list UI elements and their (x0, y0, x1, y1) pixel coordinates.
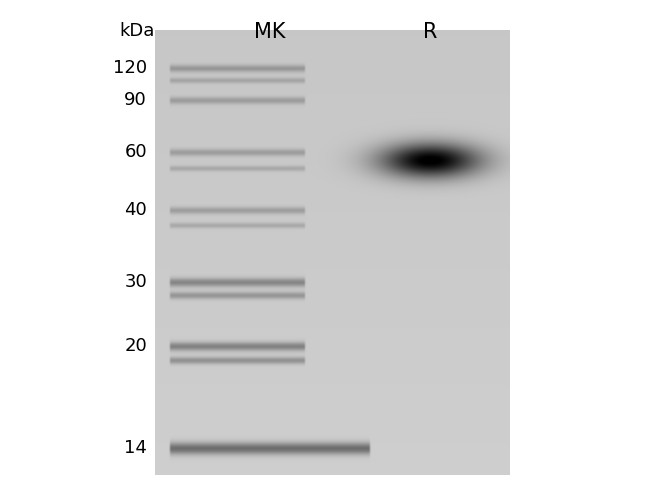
Text: kDa: kDa (120, 22, 155, 40)
Text: 90: 90 (124, 91, 147, 109)
Text: 20: 20 (124, 337, 147, 355)
Text: MK: MK (254, 22, 285, 42)
Text: 30: 30 (124, 273, 147, 291)
Text: 120: 120 (113, 59, 147, 77)
Text: 40: 40 (124, 201, 147, 219)
Text: R: R (423, 22, 438, 42)
Text: 60: 60 (125, 143, 147, 161)
Text: 14: 14 (124, 439, 147, 457)
